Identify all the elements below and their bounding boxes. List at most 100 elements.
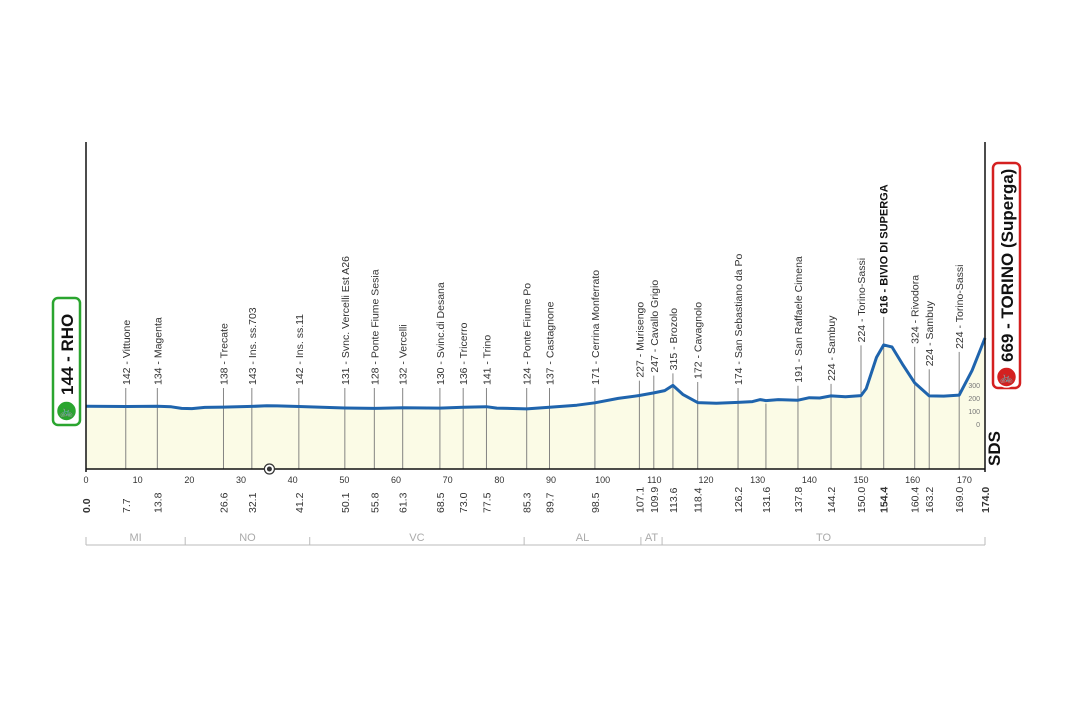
waypoint-label: 174 - San Sebastiano da Po xyxy=(733,253,745,385)
x-tick-label: 70 xyxy=(443,475,453,485)
finish-label: 669 - TORINO (Superga) xyxy=(998,169,1017,362)
waypoint-km: 77.5 xyxy=(481,492,493,513)
waypoint-label: 142 - Vittuone xyxy=(121,320,133,385)
waypoint-label: 128 - Ponte Fiume Sesia xyxy=(369,269,381,385)
waypoint-km: 32.1 xyxy=(247,492,259,513)
waypoint-km: 50.1 xyxy=(340,492,352,513)
waypoint-label: 227 - Murisengo xyxy=(634,302,646,378)
bicycle-glyph: 🚲 xyxy=(1000,372,1014,384)
waypoint-label: 224 - Sambuy xyxy=(924,300,936,366)
province-label: VC xyxy=(409,532,424,544)
start-badge: 144 - RHO 🚲 xyxy=(51,296,82,427)
waypoint-label: 247 - Cavallo Grigio xyxy=(649,280,661,373)
x-tick-label: 130 xyxy=(750,475,765,485)
waypoint-km: 160.4 xyxy=(910,487,922,513)
waypoint-km: 7.7 xyxy=(121,498,133,513)
waypoint-km: 144.2 xyxy=(826,487,838,513)
waypoint-label: 224 - Torino-Sassi xyxy=(954,264,966,348)
bicycle-glyph: 🚲 xyxy=(60,406,74,418)
bicycle-icon xyxy=(995,366,1018,388)
waypoint-km: 113.6 xyxy=(668,487,680,513)
waypoint-km: 107.1 xyxy=(634,487,646,513)
waypoint-label: 136 - Tricerro xyxy=(458,322,470,385)
x-tick-label: 100 xyxy=(595,475,610,485)
x-tick-label: 110 xyxy=(647,475,661,485)
waypoint-km: 150.0 xyxy=(856,487,868,513)
waypoint-km: 109.9 xyxy=(649,487,661,513)
marker-dot xyxy=(266,466,272,472)
sds-logo: SDS xyxy=(985,431,1004,466)
waypoint-labels: 142 - Vittuone 134 - Magenta 138 - Trecate… xyxy=(121,184,966,385)
province-label: AT xyxy=(645,532,659,544)
axes xyxy=(85,142,986,472)
waypoint-km: 61.3 xyxy=(398,492,410,513)
endpoint-km: 0.0 xyxy=(81,498,93,513)
x-tick-label: 120 xyxy=(698,475,713,485)
waypoint-km: 89.7 xyxy=(544,492,556,513)
marker-icon xyxy=(263,463,276,475)
waypoint-km: 73.0 xyxy=(458,492,470,513)
km-ticks: 0 10 20 30 40 50 60 70 80 90 100 110 120 130 140 150 160… xyxy=(83,475,971,485)
waypoint-km: 55.8 xyxy=(369,492,381,513)
start-label: 144 - RHO xyxy=(58,314,77,395)
km-values: 7.7 13.8 26.6 32.1 41.2 50.1 55.8 61.3 68.5 73.0 7… xyxy=(81,487,992,513)
x-tick-label: 0 xyxy=(83,475,88,485)
province-bar: MI NO VC AL AT TO xyxy=(85,532,986,546)
waypoint-label: 143 - Ins. ss.703 xyxy=(247,307,259,385)
waypoint-km: 154.4 xyxy=(879,487,891,513)
province-label: TO xyxy=(816,532,832,544)
province-label: AL xyxy=(576,532,589,544)
waypoint-km: 163.2 xyxy=(924,487,936,513)
waypoint-label: 224 - Torino-Sassi xyxy=(856,258,868,342)
finish-badge: 669 - TORINO (Superga) 🚲 xyxy=(991,161,1022,390)
x-tick-label: 10 xyxy=(133,475,143,485)
waypoint-km: 126.2 xyxy=(733,487,745,513)
waypoint-km: 26.6 xyxy=(218,492,230,513)
x-tick-label: 80 xyxy=(494,475,504,485)
waypoint-label: 134 - Magenta xyxy=(152,317,164,385)
waypoint-label: 224 - Sambuy xyxy=(826,315,838,381)
bicycle-icon xyxy=(55,400,78,422)
waypoint-label: 141 - Trino xyxy=(481,335,493,385)
x-tick-label: 30 xyxy=(236,475,246,485)
waypoint-km: 85.3 xyxy=(522,492,534,513)
waypoint-km: 68.5 xyxy=(435,492,447,513)
x-tick-label: 90 xyxy=(546,475,556,485)
waypoint-km: 131.6 xyxy=(761,487,773,513)
waypoint-label: 191 - San Raffaele Cimena xyxy=(793,256,805,383)
waypoint-label: 137 - Castagnone xyxy=(544,301,556,385)
endpoint-km: 174.0 xyxy=(980,487,992,513)
x-tick-label: 140 xyxy=(802,475,817,485)
x-tick-label: 20 xyxy=(184,475,194,485)
waypoint-label: 124 - Ponte Fiume Po xyxy=(522,283,534,385)
province-label: MI xyxy=(129,532,141,544)
profile-line xyxy=(85,337,987,411)
elevation-scale-label: 0 xyxy=(976,422,980,429)
waypoint-label: 315 - Brozolo xyxy=(668,308,680,371)
x-tick-label: 160 xyxy=(905,475,920,485)
elevation-scale: 0 100 200 300 xyxy=(968,383,980,429)
x-tick-label: 150 xyxy=(853,475,868,485)
waypoint-km: 13.8 xyxy=(152,492,164,513)
waypoint-km: 137.8 xyxy=(793,487,805,513)
waypoint-label: 142 - Ins. ss.11 xyxy=(294,314,306,385)
waypoint-label: 132 - Vercelli xyxy=(398,324,410,385)
x-tick-label: 60 xyxy=(391,475,401,485)
waypoint-label: 172 - Cavagnolo xyxy=(693,302,705,379)
province-label: NO xyxy=(239,532,256,544)
elevation-scale-label: 100 xyxy=(968,409,980,416)
waypoint-km: 118.4 xyxy=(693,487,705,513)
elevation-scale-label: 300 xyxy=(968,383,980,390)
waypoint-label: 131 - Svnc. Vercelli Est A26 xyxy=(340,256,352,385)
waypoint-label: 138 - Trecate xyxy=(218,323,230,385)
waypoint-km: 169.0 xyxy=(954,487,966,513)
x-tick-label: 170 xyxy=(957,475,972,485)
x-tick-label: 50 xyxy=(339,475,349,485)
waypoint-label: 616 - BIVIO DI SUPERGA xyxy=(879,184,891,314)
waypoint-label: 130 - Svinc.di Desana xyxy=(435,282,447,385)
waypoint-label: 324 - Rivodora xyxy=(910,275,922,344)
waypoint-km: 41.2 xyxy=(294,492,306,513)
waypoint-label: 171 - Cerrina Monferrato xyxy=(590,270,602,385)
profile-fill xyxy=(86,338,985,469)
